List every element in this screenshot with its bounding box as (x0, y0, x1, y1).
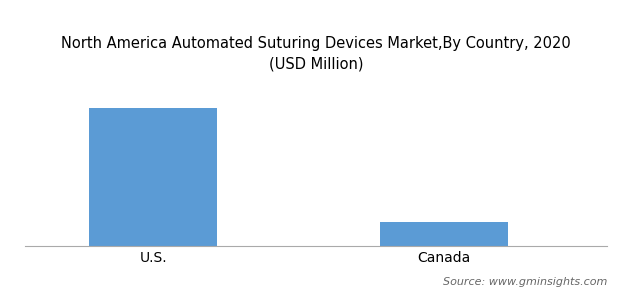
Bar (89, 108, 217, 246)
Text: Source: www.gminsights.com: Source: www.gminsights.com (443, 277, 607, 287)
Title: North America Automated Suturing Devices Market,By Country, 2020
(USD Million): North America Automated Suturing Devices… (61, 36, 571, 72)
Bar (380, 222, 508, 246)
